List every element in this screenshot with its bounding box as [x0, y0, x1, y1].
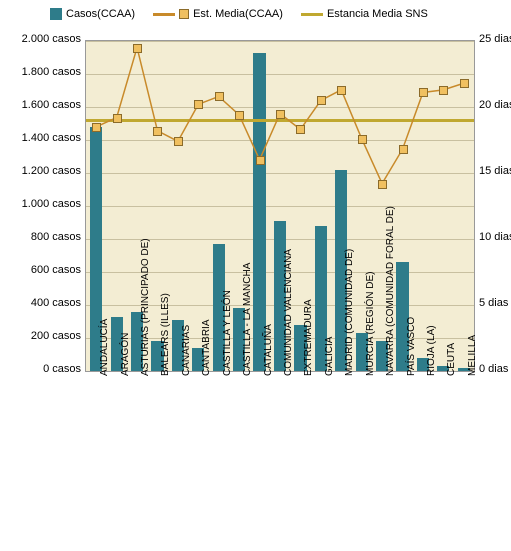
y-left-tick: 1.400 casos: [1, 132, 81, 144]
line-marker: [194, 100, 203, 109]
x-label: COMUNIDAD VALENCIANA: [283, 249, 294, 376]
x-label: MURCIA (REGIÓN DE): [365, 272, 376, 376]
line-marker: [317, 96, 326, 105]
legend-item: Casos(CCAA): [50, 8, 135, 20]
line-marker: [92, 123, 101, 132]
line-marker: [133, 44, 142, 53]
line-marker: [153, 127, 162, 136]
x-label: CANARIAS: [181, 325, 192, 376]
y-left-tick: 1.200 casos: [1, 165, 81, 177]
line-marker: [419, 88, 428, 97]
y-left-tick: 200 casos: [1, 330, 81, 342]
line-marker: [358, 135, 367, 144]
legend: Casos(CCAA) Est. Media(CCAA) Estancia Medi…: [50, 8, 428, 20]
line-marker: [256, 156, 265, 165]
x-label: MADRID (COMUNIDAD DE): [344, 249, 355, 376]
line-marker: [337, 86, 346, 95]
y-left-tick: 600 casos: [1, 264, 81, 276]
line-marker: [174, 137, 183, 146]
line-marker: [113, 114, 122, 123]
x-label: GALICIA: [324, 337, 335, 376]
line-marker: [276, 110, 285, 119]
x-label: CANTABRIA: [201, 320, 212, 377]
y-right-tick: 25 dias: [479, 33, 511, 45]
y-left-tick: 2.000 casos: [1, 33, 81, 45]
x-label: EXTREMADURA: [303, 299, 314, 376]
x-label: MELILLA: [467, 335, 478, 376]
y-left-tick: 400 casos: [1, 297, 81, 309]
x-label: RIOJA (LA): [426, 325, 437, 376]
line-marker: [399, 145, 408, 154]
y-left-tick: 1.800 casos: [1, 66, 81, 78]
legend-label: Casos(CCAA): [66, 8, 135, 20]
line-marker: [215, 92, 224, 101]
x-label: BALEARS (ILLES): [160, 293, 171, 376]
line-marker: [439, 86, 448, 95]
line-marker: [378, 180, 387, 189]
legend-label: Estancia Media SNS: [327, 8, 428, 20]
legend-item: Estancia Media SNS: [301, 8, 428, 20]
x-label: ARAGÓN: [120, 333, 131, 376]
x-label: PAÍS VASCO: [406, 317, 417, 376]
x-label: ASTURIAS (PRINCIPADO DE): [140, 238, 151, 376]
x-label: CASTILLA Y LEÓN: [222, 290, 233, 376]
x-label: ANDALUCÍA: [99, 319, 110, 376]
x-label: CEUTA: [446, 343, 457, 376]
line-marker: [460, 79, 469, 88]
x-label: CATALUÑA: [263, 324, 274, 376]
y-left-tick: 0 casos: [1, 363, 81, 375]
x-label: NAVARRA (COMUNIDAD FORAL DE): [385, 206, 396, 376]
y-right-tick: 0 dias: [479, 363, 508, 375]
legend-item: Est. Media(CCAA): [153, 8, 283, 20]
line-marker: [296, 125, 305, 134]
legend-label: Est. Media(CCAA): [193, 8, 283, 20]
y-left-tick: 800 casos: [1, 231, 81, 243]
y-left-tick: 1.000 casos: [1, 198, 81, 210]
x-label: CASTILLA - LA MANCHA: [242, 263, 253, 376]
y-right-tick: 15 dias: [479, 165, 511, 177]
y-right-tick: 5 dias: [479, 297, 508, 309]
line-marker: [235, 111, 244, 120]
chart: Casos(CCAA) Est. Media(CCAA) Estancia Medi…: [0, 0, 511, 551]
y-right-tick: 10 dias: [479, 231, 511, 243]
y-right-tick: 20 dias: [479, 99, 511, 111]
y-left-tick: 1.600 casos: [1, 99, 81, 111]
